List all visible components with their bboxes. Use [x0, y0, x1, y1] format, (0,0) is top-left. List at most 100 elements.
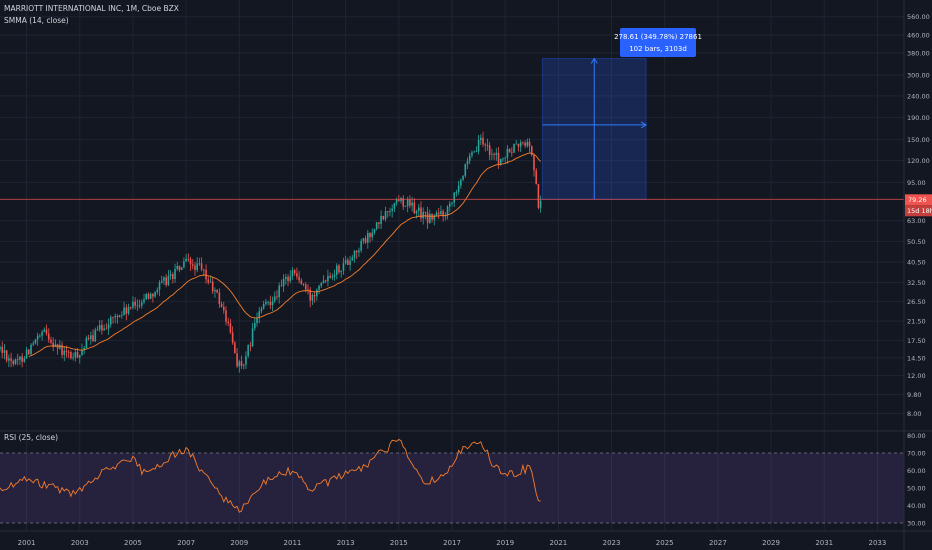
rsi-series-line	[0, 438, 541, 513]
measure-tool[interactable]	[541, 57, 648, 200]
candle-body	[424, 212, 427, 213]
rsi-y-tick-label: 70.00	[907, 450, 926, 458]
candle-body	[482, 137, 484, 145]
candle-body	[395, 199, 398, 204]
symbol-title: MARRIOTT INTERNATIONAL INC, 1M, Cboe BZX	[4, 4, 179, 13]
candle-body	[433, 215, 436, 220]
candle-body	[537, 184, 540, 208]
candle-body	[96, 329, 99, 331]
candle-body	[205, 269, 207, 280]
candle-body	[524, 142, 526, 146]
candle-body	[504, 157, 506, 159]
candle-body	[526, 141, 529, 146]
y-tick-label: 17.50	[907, 337, 926, 345]
candle-body	[530, 146, 533, 156]
candle-body	[63, 350, 66, 355]
candle-body	[50, 339, 52, 343]
candle-body	[367, 233, 369, 243]
candle-body	[81, 349, 83, 356]
candle-body	[502, 158, 504, 160]
candle-body	[123, 307, 125, 316]
candle-body	[320, 282, 323, 286]
last-price-value: 79.26	[908, 196, 927, 204]
candle-body	[291, 270, 294, 277]
y-tick-label: 63.00	[907, 217, 926, 225]
candle-body	[231, 332, 234, 343]
candle-body	[163, 277, 165, 281]
candle-body	[180, 267, 183, 271]
candle-body	[426, 212, 429, 223]
candle-body	[360, 240, 362, 251]
x-tick-label: 2009	[230, 539, 248, 547]
rsi-y-tick-label: 30.00	[907, 520, 926, 528]
candle-body	[535, 170, 537, 185]
rsi-y-tick-label: 60.00	[907, 467, 926, 475]
candle-body	[488, 145, 491, 155]
candle-body	[43, 329, 46, 332]
candle-body	[453, 192, 456, 203]
candle-body	[386, 211, 389, 213]
candle-body	[25, 349, 28, 359]
candle-body	[491, 154, 493, 155]
candle-body	[406, 199, 409, 207]
y-tick-label: 240.00	[907, 92, 930, 100]
candle-body	[497, 152, 500, 165]
candle-body	[132, 301, 134, 308]
y-tick-label: 50.50	[907, 238, 926, 246]
y-tick-label: 9.80	[907, 391, 921, 399]
candle-body	[41, 331, 43, 336]
candle-body	[413, 202, 416, 214]
candle-body	[480, 137, 482, 141]
candle-body	[167, 276, 170, 286]
candle-body	[207, 279, 210, 283]
y-tick-label: 21.50	[907, 318, 926, 326]
candle-body	[127, 306, 130, 314]
candle-body	[393, 203, 396, 209]
x-tick-label: 2011	[284, 539, 302, 547]
y-tick-label: 460.00	[907, 32, 930, 40]
rsi-band-fill	[0, 453, 904, 523]
candle-body	[373, 229, 376, 233]
candle-body	[189, 259, 192, 265]
candle-body	[311, 295, 314, 301]
candle-body	[185, 258, 187, 262]
candle-body	[227, 321, 230, 324]
candle-body	[183, 261, 185, 268]
candle-body	[218, 292, 221, 305]
candle-body	[52, 342, 54, 347]
candle-body	[203, 269, 205, 271]
candle-body	[98, 325, 101, 330]
candle-body	[152, 293, 154, 297]
candle-body	[67, 351, 70, 353]
candle-body	[116, 315, 119, 318]
candle-body	[220, 304, 223, 307]
x-tick-label: 2013	[337, 539, 355, 547]
candle-body	[8, 358, 10, 361]
x-tick-label: 2007	[177, 539, 195, 547]
candle-body	[118, 315, 121, 318]
candle-body	[437, 212, 440, 215]
candle-body	[145, 294, 148, 300]
candle-body	[194, 265, 196, 270]
candle-body	[165, 277, 167, 286]
measure-bars-label: 102 bars, 3103d	[629, 45, 687, 53]
measure-arrow-head-up	[590, 57, 598, 64]
candle-body	[349, 260, 351, 265]
candle-body	[347, 260, 349, 265]
candle-body	[196, 263, 198, 270]
candle-body	[70, 352, 72, 359]
bar-countdown: 15d 18h	[907, 207, 932, 215]
candle-body	[300, 280, 303, 285]
smma-series-line	[28, 152, 541, 357]
candle-body	[276, 296, 278, 298]
candle-body	[61, 344, 63, 355]
candle-body	[247, 345, 249, 357]
candle-body	[1, 346, 4, 353]
x-tick-label: 2027	[709, 539, 727, 547]
candle-body	[329, 275, 331, 278]
candle-body	[211, 281, 214, 292]
measure-arrow-head-right	[640, 121, 648, 129]
candle-body	[76, 352, 79, 358]
